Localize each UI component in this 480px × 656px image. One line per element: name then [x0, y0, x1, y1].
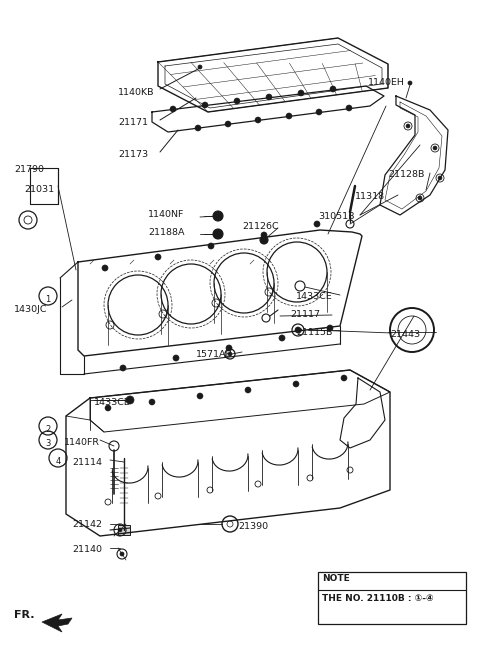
Circle shape — [105, 405, 111, 411]
Circle shape — [225, 121, 231, 127]
Circle shape — [155, 254, 161, 260]
Text: 21790: 21790 — [14, 165, 44, 174]
Circle shape — [266, 94, 272, 100]
Circle shape — [234, 98, 240, 104]
Circle shape — [341, 375, 347, 381]
Text: 1140NF: 1140NF — [148, 210, 184, 219]
Text: 21173: 21173 — [118, 150, 148, 159]
Circle shape — [408, 81, 412, 85]
Circle shape — [118, 528, 122, 532]
Text: THE NO. 21110B : ①-④: THE NO. 21110B : ①-④ — [322, 594, 433, 603]
Circle shape — [197, 393, 203, 399]
Circle shape — [260, 236, 268, 244]
Circle shape — [418, 196, 422, 200]
Circle shape — [433, 146, 437, 150]
Text: 21128B: 21128B — [388, 170, 424, 179]
Polygon shape — [42, 614, 72, 632]
Circle shape — [261, 232, 267, 238]
Circle shape — [228, 352, 232, 356]
Circle shape — [195, 125, 201, 131]
Circle shape — [102, 265, 108, 271]
Circle shape — [314, 221, 320, 227]
Text: 1430JC: 1430JC — [14, 305, 48, 314]
Text: 21390: 21390 — [238, 522, 268, 531]
Text: 21115B: 21115B — [296, 328, 332, 337]
Circle shape — [208, 243, 214, 249]
Text: FR.: FR. — [14, 610, 35, 620]
Circle shape — [213, 211, 223, 221]
Text: NOTE: NOTE — [322, 574, 350, 583]
Circle shape — [245, 387, 251, 393]
Text: 1140KB: 1140KB — [118, 88, 155, 97]
Circle shape — [316, 109, 322, 115]
Text: 21443: 21443 — [390, 330, 420, 339]
Bar — [118, 525, 130, 535]
Text: 1: 1 — [46, 295, 50, 304]
Text: 21031: 21031 — [24, 185, 54, 194]
Text: 2: 2 — [46, 425, 50, 434]
Circle shape — [262, 314, 270, 322]
Text: 1433CE: 1433CE — [296, 292, 333, 301]
Circle shape — [293, 381, 299, 387]
Circle shape — [298, 90, 304, 96]
Text: 31051B: 31051B — [318, 212, 355, 221]
Text: 21142: 21142 — [72, 520, 102, 529]
Circle shape — [226, 345, 232, 351]
Circle shape — [149, 399, 155, 405]
Circle shape — [286, 113, 292, 119]
Circle shape — [327, 325, 333, 331]
Circle shape — [173, 355, 179, 361]
Text: 21188A: 21188A — [148, 228, 184, 237]
Text: 21117: 21117 — [290, 310, 320, 319]
Circle shape — [120, 552, 124, 556]
Circle shape — [202, 102, 208, 108]
Bar — [318, 572, 466, 624]
Text: 21126C: 21126C — [242, 222, 278, 231]
Circle shape — [255, 117, 261, 123]
Text: 1140EH: 1140EH — [368, 78, 405, 87]
Text: 1571AB: 1571AB — [196, 350, 233, 359]
Text: 1433CB: 1433CB — [94, 398, 131, 407]
Circle shape — [213, 229, 223, 239]
Circle shape — [438, 176, 442, 180]
Circle shape — [406, 124, 410, 128]
Text: 21140: 21140 — [72, 545, 102, 554]
Circle shape — [198, 65, 202, 69]
Text: 21171: 21171 — [118, 118, 148, 127]
Circle shape — [170, 106, 176, 112]
Circle shape — [346, 105, 352, 111]
Circle shape — [330, 86, 336, 92]
Circle shape — [126, 396, 134, 404]
Circle shape — [279, 335, 285, 341]
Text: 4: 4 — [55, 457, 60, 466]
Circle shape — [120, 365, 126, 371]
Circle shape — [295, 327, 301, 333]
Text: 1140FR: 1140FR — [64, 438, 100, 447]
Text: 21114: 21114 — [72, 458, 102, 467]
Text: 11318: 11318 — [355, 192, 385, 201]
Text: 3: 3 — [45, 439, 51, 448]
